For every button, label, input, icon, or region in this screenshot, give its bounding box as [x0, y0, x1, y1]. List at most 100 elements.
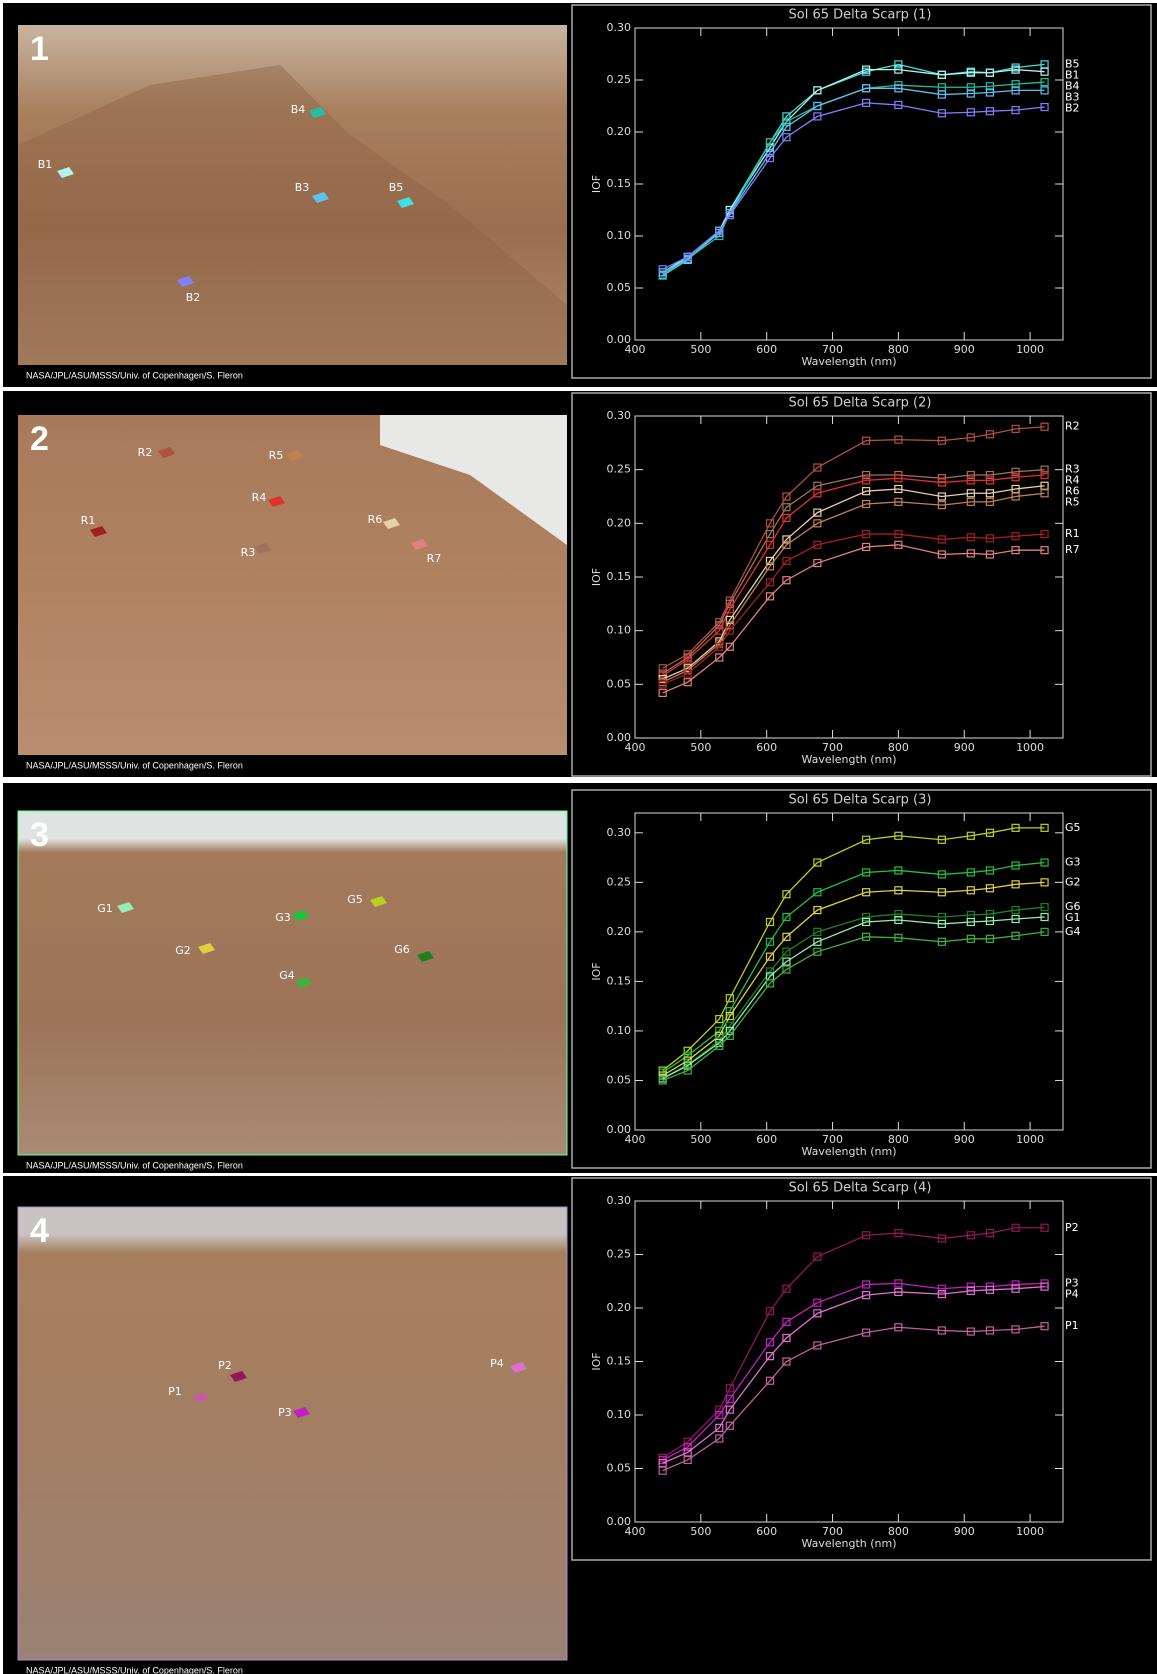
- series-label: G4: [1065, 925, 1081, 938]
- x-tick-label: 900: [954, 343, 975, 356]
- y-tick-label: 0.30: [607, 826, 632, 839]
- y-tick-label: 0.20: [607, 925, 632, 938]
- chart-title: Sol 65 Delta Scarp (4): [789, 1181, 932, 1196]
- roi-label: P3: [278, 1406, 292, 1419]
- x-tick-label: 500: [690, 1525, 711, 1538]
- series-label: R1: [1065, 527, 1080, 540]
- y-tick-label: 0.25: [607, 463, 632, 476]
- x-tick-label: 600: [756, 1525, 777, 1538]
- photo-credit: NASA/JPL/ASU/MSSS/Univ. of Copenhagen/S.…: [26, 1160, 243, 1170]
- figure: 1 NASA/JPL/ASU/MSSS/Univ. of Copenhagen/S…: [0, 0, 1157, 1674]
- y-tick-label: 0.10: [607, 1408, 632, 1421]
- roi-label: R3: [241, 546, 256, 559]
- series-label: G3: [1065, 856, 1081, 869]
- y-tick-label: 0.05: [607, 677, 632, 690]
- photo: [18, 811, 567, 1155]
- x-tick-label: 400: [625, 1133, 646, 1146]
- chart-frame: [572, 790, 1151, 1168]
- photo-credit: NASA/JPL/ASU/MSSS/Univ. of Copenhagen/S.…: [26, 760, 243, 770]
- y-tick-label: 0.20: [607, 516, 632, 529]
- roi-label: B2: [186, 291, 201, 304]
- y-tick-label: 0.15: [607, 570, 632, 583]
- series-label: R7: [1065, 543, 1080, 556]
- y-axis-label: IOF: [590, 175, 603, 193]
- panel-number: 4: [30, 1212, 49, 1250]
- y-axis-label: IOF: [590, 568, 603, 586]
- y-tick-label: 0.25: [607, 875, 632, 888]
- roi-label: G3: [275, 911, 291, 924]
- photo-credit: NASA/JPL/ASU/MSSS/Univ. of Copenhagen/S.…: [26, 1665, 243, 1674]
- x-axis-label: Wavelength (nm): [801, 1145, 896, 1158]
- panel-number: 3: [30, 816, 49, 854]
- series-label: R2: [1065, 420, 1080, 433]
- roi-label: P2: [218, 1359, 232, 1372]
- photo-credit: NASA/JPL/ASU/MSSS/Univ. of Copenhagen/S.…: [26, 370, 243, 380]
- x-tick-label: 1000: [1016, 1133, 1044, 1146]
- roi-label: R6: [368, 513, 383, 526]
- x-tick-label: 1000: [1016, 741, 1044, 754]
- series-label: G5: [1065, 821, 1081, 834]
- series-label: G2: [1065, 875, 1081, 888]
- x-tick-label: 600: [756, 1133, 777, 1146]
- y-tick-label: 0.25: [607, 1248, 632, 1261]
- page: {"chart_data": [ {"type": "line", "title…: [0, 0, 1157, 1674]
- roi-label: B1: [38, 158, 53, 171]
- chart-title: Sol 65 Delta Scarp (2): [789, 396, 932, 411]
- roi-label: R4: [252, 491, 267, 504]
- y-tick-label: 0.30: [607, 1194, 632, 1207]
- roi-label: G1: [97, 902, 113, 915]
- roi-label: G4: [279, 969, 295, 982]
- x-axis-label: Wavelength (nm): [801, 753, 896, 766]
- x-tick-label: 500: [690, 343, 711, 356]
- roi-label: G5: [347, 893, 363, 906]
- roi-label: B3: [295, 181, 310, 194]
- x-tick-label: 500: [690, 1133, 711, 1146]
- chart-title: Sol 65 Delta Scarp (1): [789, 8, 932, 23]
- x-tick-label: 900: [954, 741, 975, 754]
- y-tick-label: 0.20: [607, 1301, 632, 1314]
- y-tick-label: 0.25: [607, 73, 632, 86]
- y-axis-label: IOF: [590, 1352, 603, 1370]
- panel-number: 1: [30, 30, 49, 68]
- y-tick-label: 0.15: [607, 177, 632, 190]
- roi-label: P1: [168, 1385, 182, 1398]
- y-tick-label: 0.05: [607, 1462, 632, 1475]
- x-tick-label: 900: [954, 1133, 975, 1146]
- x-tick-label: 400: [625, 741, 646, 754]
- series-label: B2: [1065, 101, 1080, 114]
- photo: [18, 1207, 567, 1660]
- x-tick-label: 1000: [1016, 1525, 1044, 1538]
- x-axis-label: Wavelength (nm): [801, 355, 896, 368]
- panel-number: 2: [30, 420, 49, 458]
- y-tick-label: 0.30: [607, 409, 632, 422]
- x-tick-label: 600: [756, 741, 777, 754]
- roi-label: R2: [138, 446, 153, 459]
- chart-frame: [572, 393, 1151, 776]
- y-tick-label: 0.10: [607, 229, 632, 242]
- roi-label: P4: [490, 1357, 504, 1370]
- roi-label: G2: [175, 944, 191, 957]
- roi-label: R5: [269, 449, 284, 462]
- roi-label: G6: [394, 943, 410, 956]
- roi-label: R7: [427, 552, 442, 565]
- x-axis-label: Wavelength (nm): [801, 1537, 896, 1550]
- x-tick-label: 600: [756, 343, 777, 356]
- y-tick-label: 0.30: [607, 21, 632, 34]
- series-label: P1: [1065, 1319, 1079, 1332]
- roi-label: R1: [81, 514, 96, 527]
- y-tick-label: 0.20: [607, 125, 632, 138]
- x-tick-label: 500: [690, 741, 711, 754]
- x-tick-label: 1000: [1016, 343, 1044, 356]
- series-label: G1: [1065, 911, 1081, 924]
- series-label: P4: [1065, 1287, 1079, 1300]
- y-tick-label: 0.15: [607, 1355, 632, 1368]
- y-tick-label: 0.05: [607, 1073, 632, 1086]
- y-tick-label: 0.10: [607, 1024, 632, 1037]
- roi-label: B4: [291, 103, 306, 116]
- y-tick-label: 0.10: [607, 624, 632, 637]
- series-label: P2: [1065, 1221, 1079, 1234]
- y-tick-label: 0.15: [607, 974, 632, 987]
- y-axis-label: IOF: [590, 962, 603, 980]
- chart-title: Sol 65 Delta Scarp (3): [789, 793, 932, 808]
- x-tick-label: 400: [625, 1525, 646, 1538]
